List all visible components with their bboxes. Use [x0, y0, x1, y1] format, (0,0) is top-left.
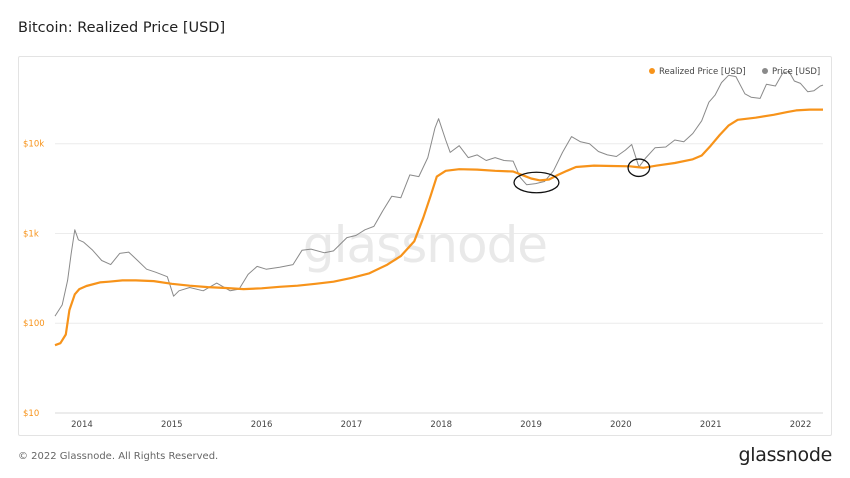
y-tick-label: $10k: [23, 140, 44, 150]
x-axis: 2014 2015 2016 2017 2018 2019 2020 2021 2022: [71, 420, 811, 430]
glassnode-logo[interactable]: glassnode: [738, 444, 833, 466]
y-axis: $10 $100 $1k $10k: [23, 140, 45, 419]
x-tick-label: 2020: [610, 420, 632, 430]
x-tick-label: 2016: [251, 420, 273, 430]
grid-lines: [55, 143, 823, 414]
legend: Realized Price [USD] Price [USD]: [649, 67, 820, 77]
annotation-ellipse: [627, 158, 651, 178]
chart-title: Bitcoin: Realized Price [USD]: [18, 20, 226, 36]
chart-svg: glassnode $10$100$1k$10k 2014 2015 2016 201…: [23, 67, 824, 430]
y-tick-label: $100: [23, 319, 45, 329]
x-tick-label: 2015: [161, 420, 183, 430]
legend-swatch-price: [762, 68, 768, 74]
legend-label-price[interactable]: Price [USD]: [772, 67, 820, 77]
legend-label-realized[interactable]: Realized Price [USD]: [659, 67, 746, 77]
x-tick-label: 2019: [520, 420, 542, 430]
annotation-layer: [513, 158, 651, 194]
price-line: [54, 70, 824, 317]
x-tick-label: 2022: [790, 420, 812, 430]
y-tick-label: $1k: [23, 229, 39, 239]
watermark: glassnode: [303, 216, 547, 274]
legend-swatch-realized: [649, 68, 655, 74]
x-tick-label: 2017: [341, 420, 363, 430]
copyright-text: © 2022 Glassnode. All Rights Reserved.: [18, 451, 219, 462]
x-tick-label: 2014: [71, 420, 93, 430]
chart-panel: glassnode $10 $100 $1k $10k 2014 2015 2016 201…: [18, 56, 832, 436]
annotation-ellipse: [513, 171, 560, 194]
x-tick-label: 2021: [700, 420, 722, 430]
y-tick-label: $10: [23, 409, 39, 419]
realized-price-line: [54, 108, 823, 347]
series-layer: [54, 70, 824, 347]
x-tick-label: 2018: [430, 420, 452, 430]
